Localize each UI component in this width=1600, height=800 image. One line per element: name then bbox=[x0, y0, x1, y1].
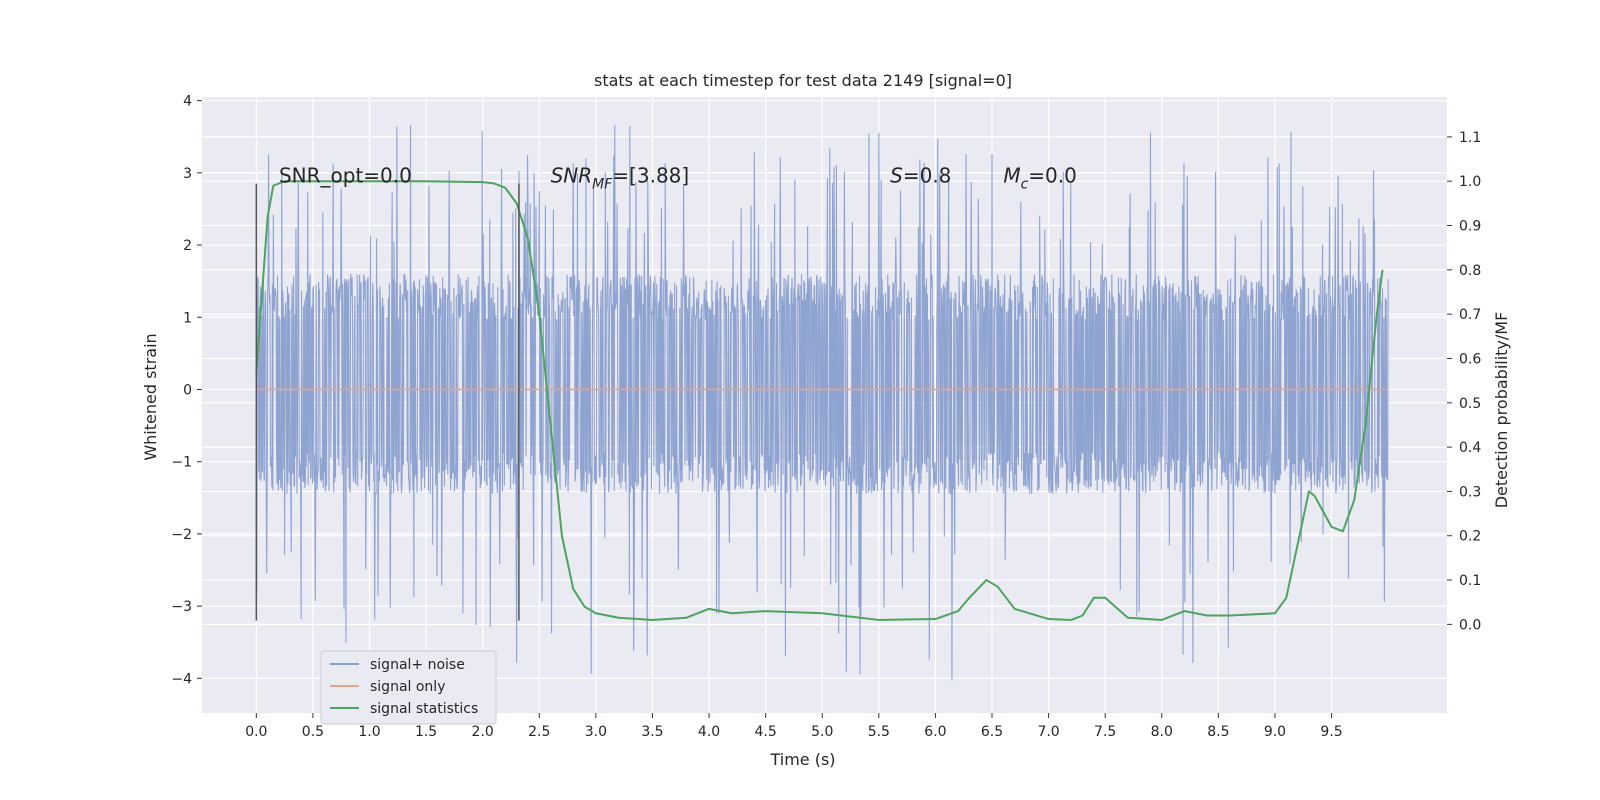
y-axis-left-label: Whitened strain bbox=[141, 333, 160, 460]
x-tick-label: 9.5 bbox=[1320, 724, 1342, 740]
annotation-text: S=0.8 bbox=[890, 163, 951, 187]
x-tick-label: 6.0 bbox=[924, 724, 946, 740]
x-axis-label: Time (s) bbox=[769, 750, 835, 769]
y-left-tick-label: 3 bbox=[183, 166, 192, 182]
x-tick-label: 2.5 bbox=[528, 724, 550, 740]
x-tick-label: 5.0 bbox=[811, 724, 833, 740]
legend-box bbox=[320, 650, 497, 725]
x-tick-label: 0.0 bbox=[245, 724, 267, 740]
annotation-text: SNRMF=[3.88] bbox=[551, 163, 690, 192]
x-tick-label: 6.5 bbox=[981, 724, 1003, 740]
x-tick-label: 8.0 bbox=[1151, 724, 1173, 740]
x-tick-label: 3.5 bbox=[641, 724, 663, 740]
x-tick-label: 0.5 bbox=[302, 724, 324, 740]
y-right-tick-label: 0.8 bbox=[1459, 263, 1481, 279]
series-signal-noise-line bbox=[255, 124, 1389, 681]
y-right-tick-label: 1.0 bbox=[1459, 174, 1481, 190]
series-signal-noise bbox=[255, 124, 1389, 681]
vertical-markers bbox=[255, 183, 520, 621]
y-right-tick-label: 0.2 bbox=[1459, 529, 1481, 545]
chart-title: stats at each timestep for test data 214… bbox=[594, 71, 1012, 90]
y-right-tick-labels: 1.1 1.0 0.9 0.8 0.7 0.6 0.5 0.4 0.3 0.2 0.1 0.0 bbox=[1447, 130, 1481, 633]
annotation-text: Mc=0.0 bbox=[1003, 163, 1077, 192]
y-right-tick-label: 1.1 bbox=[1459, 130, 1481, 146]
x-tick-label: 8.5 bbox=[1207, 724, 1229, 740]
legend-label-signal-statistics: signal statistics bbox=[370, 701, 478, 717]
series-lines bbox=[255, 180, 1389, 621]
x-tick-label: 1.0 bbox=[358, 724, 380, 740]
x-tick-label: 7.0 bbox=[1037, 724, 1059, 740]
x-tick-label: 5.5 bbox=[868, 724, 890, 740]
y-right-tick-label: 0.6 bbox=[1459, 351, 1481, 367]
y-left-tick-label: −4 bbox=[171, 671, 192, 687]
y-left-tick-label: 2 bbox=[183, 238, 192, 254]
x-tick-label: 7.5 bbox=[1094, 724, 1116, 740]
x-tick-labels: 0.0 0.5 1.0 1.5 2.0 2.5 3.0 3.5 4.0 4.5 5.0 5.5 6.0 6… bbox=[245, 713, 1343, 740]
y-left-tick-label: 4 bbox=[183, 94, 192, 110]
y-right-tick-label: 0.0 bbox=[1459, 617, 1481, 633]
annotations: SNR_opt=0.0 SNRMF=[3.88] S=0.8 Mc=0.0 bbox=[279, 163, 1077, 192]
y-axis-right-label: Detection probability/MF bbox=[1492, 312, 1511, 509]
x-tick-label: 4.5 bbox=[755, 724, 777, 740]
x-tick-label: 4.0 bbox=[698, 724, 720, 740]
y-right-tick-label: 0.4 bbox=[1459, 440, 1481, 456]
series-signal-statistics-line bbox=[255, 180, 1384, 621]
y-left-tick-labels: 4 3 2 1 0 −1 −2 −3 −4 bbox=[171, 94, 202, 687]
x-tick-label: 3.0 bbox=[585, 724, 607, 740]
legend: signal+ noise signal only signal statist… bbox=[320, 650, 497, 725]
legend-label-signal-only: signal only bbox=[370, 679, 445, 695]
y-left-tick-label: −2 bbox=[171, 527, 192, 543]
annotation-text: SNR_opt=0.0 bbox=[279, 163, 412, 187]
y-left-tick-label: −3 bbox=[171, 599, 192, 615]
x-tick-label: 2.0 bbox=[472, 724, 494, 740]
y-right-tick-label: 0.7 bbox=[1459, 307, 1481, 323]
y-right-tick-label: 0.1 bbox=[1459, 573, 1481, 589]
x-tick-label: 1.5 bbox=[415, 724, 437, 740]
y-left-tick-label: 0 bbox=[183, 382, 192, 398]
y-left-tick-label: −1 bbox=[171, 455, 192, 471]
x-tick-label: 9.0 bbox=[1264, 724, 1286, 740]
y-left-tick-label: 1 bbox=[183, 310, 192, 326]
legend-label-signal-noise: signal+ noise bbox=[370, 657, 465, 673]
y-right-tick-label: 0.9 bbox=[1459, 219, 1481, 235]
y-right-tick-label: 0.3 bbox=[1459, 484, 1481, 500]
y-right-tick-label: 0.5 bbox=[1459, 396, 1481, 412]
